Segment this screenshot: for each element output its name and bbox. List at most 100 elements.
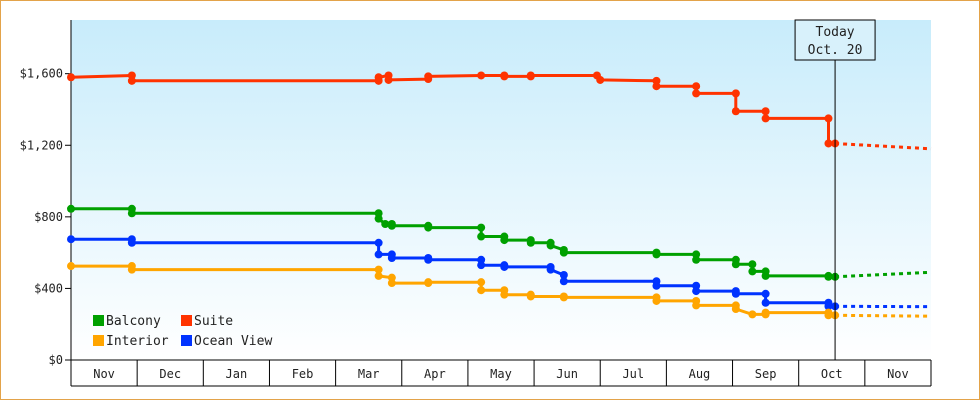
data-point <box>761 298 770 307</box>
legend-swatch <box>93 315 104 326</box>
data-point <box>652 296 661 305</box>
month-label: Jul <box>622 367 644 381</box>
data-point <box>477 232 486 241</box>
data-point <box>526 292 535 301</box>
data-point <box>824 272 833 281</box>
data-point <box>559 293 568 302</box>
month-label: Apr <box>424 367 446 381</box>
series-forecast-suite <box>835 142 932 151</box>
data-point <box>559 271 568 279</box>
data-point <box>477 278 486 287</box>
data-point <box>374 271 383 280</box>
month-label: Nov <box>887 367 909 381</box>
data-point <box>67 235 75 244</box>
data-point <box>824 311 833 320</box>
month-label: Jun <box>556 367 578 381</box>
today-box <box>794 19 876 61</box>
y-tick-label: $800 <box>34 210 63 224</box>
data-point <box>652 281 661 290</box>
data-point <box>477 71 486 80</box>
data-point <box>424 223 433 232</box>
data-point <box>477 223 486 232</box>
data-point <box>761 271 770 280</box>
data-point <box>127 238 136 247</box>
data-point <box>761 289 770 298</box>
data-point <box>761 107 770 116</box>
data-point <box>824 302 833 311</box>
legend-label: Suite <box>194 314 233 329</box>
month-label: Dec <box>159 367 181 381</box>
data-point <box>374 214 383 223</box>
data-point <box>652 250 661 259</box>
data-point <box>500 236 509 245</box>
data-point <box>127 76 136 85</box>
data-point <box>381 220 390 228</box>
data-point <box>761 308 770 317</box>
legend-swatch <box>181 335 192 346</box>
data-point <box>546 265 555 274</box>
data-point <box>731 289 740 298</box>
data-point <box>748 267 757 276</box>
data-point <box>500 262 509 271</box>
data-point <box>374 73 383 82</box>
data-point <box>526 71 535 80</box>
month-label: Feb <box>292 367 314 381</box>
data-point <box>526 238 535 247</box>
data-point <box>387 279 396 288</box>
y-tick-label: $1,200 <box>20 138 63 152</box>
data-point <box>67 73 75 82</box>
legend-label: Ocean View <box>194 334 272 349</box>
data-point <box>692 82 701 91</box>
month-label: Nov <box>93 367 115 381</box>
data-point <box>731 107 740 116</box>
legend-label: Interior <box>106 334 169 349</box>
data-point <box>748 260 757 269</box>
data-point <box>424 72 433 81</box>
data-point <box>500 72 509 81</box>
data-point <box>824 114 833 123</box>
data-point <box>731 260 740 269</box>
data-point <box>596 75 605 84</box>
data-point <box>387 221 396 230</box>
y-tick-label: $1,600 <box>20 67 63 81</box>
legend-label: Balcony <box>106 314 161 329</box>
month-label: Jan <box>226 367 248 381</box>
data-point <box>374 265 383 274</box>
month-label: May <box>490 367 512 381</box>
y-tick-label: $400 <box>34 281 63 295</box>
y-tick-label: $0 <box>49 353 63 367</box>
data-point <box>652 82 661 91</box>
data-point <box>731 305 740 313</box>
data-point <box>692 255 701 264</box>
data-point <box>67 204 75 213</box>
data-point <box>424 255 433 264</box>
data-point <box>500 290 509 299</box>
month-label: Aug <box>689 367 711 381</box>
data-point <box>824 139 833 148</box>
today-label: Today <box>816 25 855 40</box>
data-point <box>477 286 486 295</box>
data-point <box>692 89 701 98</box>
today-date: Oct. 20 <box>808 43 863 58</box>
data-point <box>374 250 383 259</box>
plot-area <box>71 20 931 360</box>
data-point <box>384 75 393 84</box>
data-point <box>374 238 383 247</box>
data-point <box>692 287 701 296</box>
data-point <box>477 261 486 270</box>
legend-swatch <box>93 335 104 346</box>
data-point <box>67 262 75 271</box>
month-label: Oct <box>821 367 843 381</box>
data-point <box>127 209 136 218</box>
data-point <box>692 301 701 310</box>
legend-swatch <box>181 315 192 326</box>
data-point <box>731 89 740 98</box>
month-label: Mar <box>358 367 380 381</box>
data-point <box>761 114 770 123</box>
data-point <box>424 278 433 287</box>
series-forecast-balcony <box>835 270 932 279</box>
data-point <box>546 241 555 250</box>
data-point <box>127 265 136 274</box>
month-label: Sep <box>755 367 777 381</box>
